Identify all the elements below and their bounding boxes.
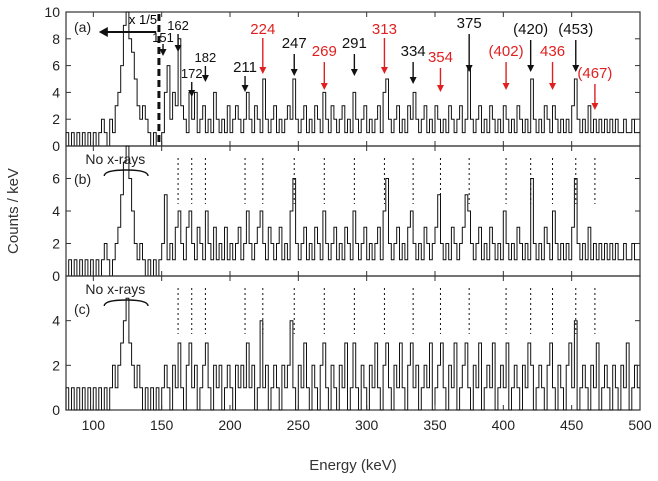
peak-label: 172 bbox=[181, 66, 203, 81]
peak-arrowhead bbox=[591, 103, 599, 110]
y-tick-label: 2 bbox=[52, 236, 60, 252]
no-xrays-note: No x-rays bbox=[85, 151, 145, 167]
x-axis-title: Energy (keV) bbox=[309, 457, 397, 474]
peak-arrowhead bbox=[380, 67, 388, 74]
x-tick-label: 250 bbox=[287, 417, 311, 433]
y-tick-label: 0 bbox=[52, 268, 60, 284]
peak-arrowhead bbox=[409, 77, 417, 84]
x-tick-label: 350 bbox=[423, 417, 447, 433]
panel-frame bbox=[65, 275, 641, 411]
y-tick-label: 4 bbox=[52, 203, 60, 219]
peak-label: (453) bbox=[558, 21, 593, 38]
panel-label: (b) bbox=[74, 171, 91, 187]
peak-arrowhead bbox=[159, 49, 167, 56]
x-tick-label: 400 bbox=[492, 417, 516, 433]
y-axis-title: Counts / keV bbox=[5, 168, 22, 254]
spectrum-series bbox=[66, 145, 640, 277]
no-xrays-brace bbox=[103, 299, 149, 307]
peak-label: 436 bbox=[540, 43, 565, 60]
y-tick-label: 6 bbox=[52, 171, 60, 187]
peak-label: 354 bbox=[428, 49, 453, 66]
peak-arrowhead bbox=[572, 65, 580, 72]
peak-label: 375 bbox=[457, 15, 482, 32]
peak-label: 224 bbox=[250, 21, 275, 38]
peak-arrowhead bbox=[201, 75, 209, 82]
peak-arrowhead bbox=[527, 65, 535, 72]
y-tick-label: 0 bbox=[52, 138, 60, 154]
scale-arrowhead bbox=[98, 27, 108, 37]
peak-arrowhead bbox=[259, 67, 267, 74]
peak-label: (467) bbox=[577, 65, 612, 82]
x-tick-label: 200 bbox=[218, 417, 242, 433]
y-tick-label: 6 bbox=[52, 58, 60, 74]
x-tick-label: 100 bbox=[82, 417, 106, 433]
y-tick-label: 4 bbox=[52, 313, 60, 329]
peak-label: 247 bbox=[282, 35, 307, 52]
peak-arrowhead bbox=[241, 85, 249, 92]
peak-label: (402) bbox=[489, 43, 524, 60]
panel-label: (a) bbox=[74, 19, 91, 35]
peak-arrowhead bbox=[350, 69, 358, 76]
panel-b: 0 2 4 6 (b) No x-rays bbox=[52, 145, 641, 284]
y-tick-label: 4 bbox=[52, 84, 60, 100]
peak-label: 162 bbox=[167, 18, 189, 33]
peak-label: 211 bbox=[233, 59, 257, 76]
peak-arrowhead bbox=[549, 83, 557, 90]
x-tick-label: 150 bbox=[150, 417, 174, 433]
peak-arrowhead bbox=[290, 69, 298, 76]
peak-label: 334 bbox=[401, 43, 426, 60]
peak-label: (420) bbox=[513, 21, 548, 38]
y-tick-label: 8 bbox=[52, 31, 60, 47]
peak-arrowhead bbox=[465, 65, 473, 72]
y-tick-label: 10 bbox=[44, 4, 60, 20]
y-tick-label: 0 bbox=[52, 402, 60, 418]
x-tick-label: 450 bbox=[560, 417, 584, 433]
y-tick-label: 2 bbox=[52, 111, 60, 127]
no-xrays-brace bbox=[103, 169, 149, 177]
peak-arrowhead bbox=[502, 83, 510, 90]
peak-label: 182 bbox=[195, 50, 217, 65]
scale-note: x 1/5 bbox=[129, 12, 157, 27]
peak-label: 151 bbox=[152, 30, 174, 45]
no-xrays-note: No x-rays bbox=[85, 281, 145, 297]
x-tick-label: 500 bbox=[628, 417, 652, 433]
peak-arrowhead bbox=[174, 45, 182, 52]
peak-label: 291 bbox=[342, 35, 367, 52]
peak-arrowhead bbox=[320, 83, 328, 90]
x-tick-label: 300 bbox=[355, 417, 379, 433]
peak-label: 313 bbox=[372, 21, 397, 38]
panel-label: (c) bbox=[74, 301, 90, 317]
peak-arrowhead bbox=[188, 90, 196, 97]
peak-arrowhead bbox=[436, 85, 444, 92]
peak-label: 269 bbox=[312, 43, 337, 60]
panel-c: 0 2 4 (c) No x-rays bbox=[52, 275, 641, 418]
y-tick-label: 2 bbox=[52, 357, 60, 373]
spectrum-series bbox=[65, 297, 640, 411]
